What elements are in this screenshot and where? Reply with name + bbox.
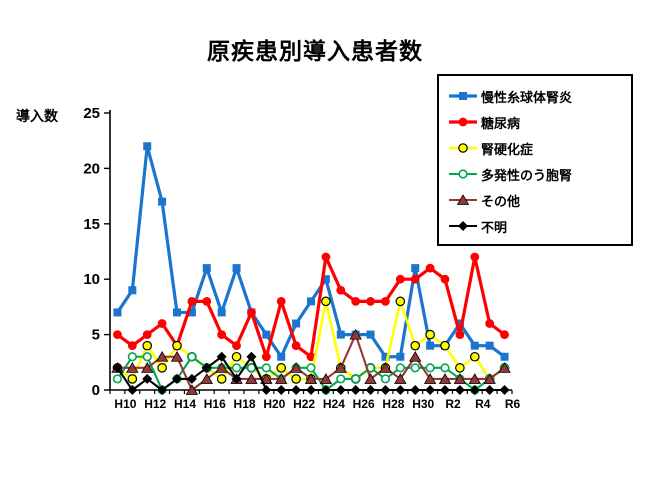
y-tick-label: 5 (92, 327, 100, 344)
x-tick-label: H14 (174, 397, 196, 411)
legend-item-0: 慢性糸球体腎炎 (447, 83, 625, 109)
legend-label: 慢性糸球体腎炎 (481, 89, 573, 105)
legend-marker-diamond-icon (449, 221, 477, 231)
x-tick-label: H18 (234, 397, 256, 411)
y-tick-label: 20 (83, 160, 100, 177)
y-tick-label: 10 (83, 271, 100, 288)
legend-marker-triangle-icon (449, 194, 477, 205)
y-tick-label: 25 (83, 105, 100, 122)
legend-label: その他 (481, 193, 521, 209)
legend-label: 不明 (481, 219, 508, 235)
x-tick-label: H16 (204, 397, 226, 411)
series-4 (111, 328, 511, 395)
x-tick-label: H10 (114, 397, 136, 411)
x-tick-label: H26 (353, 397, 375, 411)
y-tick-label: 0 (92, 382, 100, 399)
legend-label: 多発性のう胞腎 (481, 167, 573, 183)
x-tick-label: H22 (293, 397, 315, 411)
legend-marker-square-icon (449, 92, 477, 100)
chart-title: 原疾患別導入患者数 (207, 38, 423, 64)
y-axis-title: 導入数 (16, 108, 58, 124)
y-tick-label: 15 (83, 216, 100, 233)
x-tick-label: H24 (323, 397, 345, 411)
x-tick-label: R2 (445, 397, 461, 411)
x-tick-label: H20 (263, 397, 285, 411)
chart-legend: 慢性糸球体腎炎 糖尿病腎硬化症多発性のう胞腎 その他不明 (437, 74, 633, 246)
legend-label: 糖尿病 (481, 115, 521, 131)
legend-item-5: 不明 (447, 213, 625, 239)
legend-item-3: 多発性のう胞腎 (447, 161, 625, 187)
legend-item-1: 糖尿病 (447, 109, 625, 135)
x-tick-label: R6 (505, 397, 521, 411)
x-tick-label: H12 (144, 397, 166, 411)
series-1 (113, 252, 509, 362)
x-tick-label: H30 (412, 397, 434, 411)
legend-marker-circle-open-icon (449, 169, 477, 179)
legend-item-4: その他 (447, 187, 625, 213)
x-tick-label: R4 (475, 397, 491, 411)
legend-label: 腎硬化症 (481, 141, 534, 157)
x-tick-label: H28 (382, 397, 404, 411)
legend-item-2: 腎硬化症 (447, 135, 625, 161)
legend-marker-circle-outlined-icon (449, 143, 477, 153)
series-5 (112, 351, 510, 395)
legend-marker-circle-icon (449, 117, 477, 127)
